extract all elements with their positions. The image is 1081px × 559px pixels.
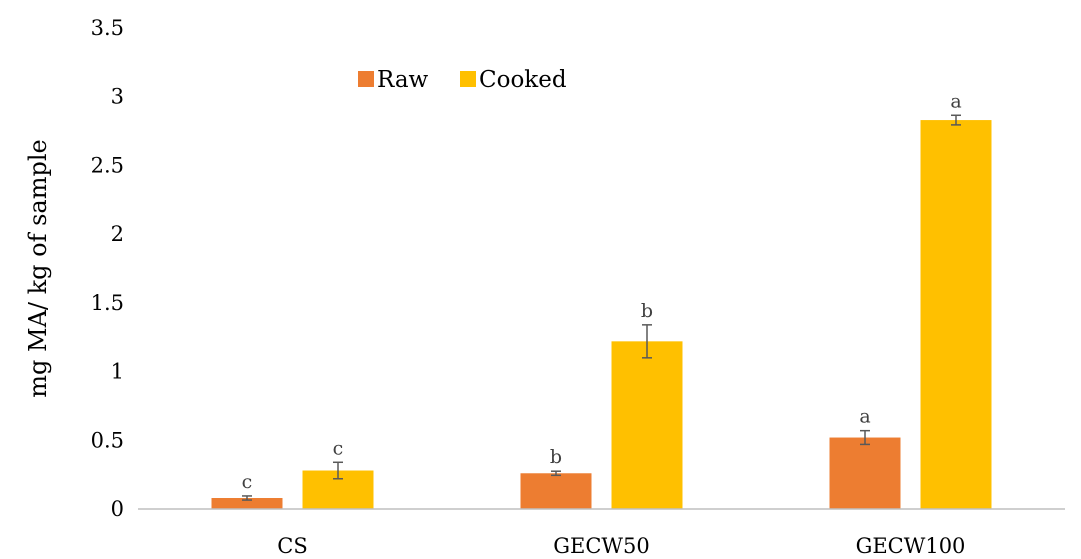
error-bar [242,495,252,501]
x-tick-label: CS [277,534,307,558]
y-axis-title: mg MA/ kg of sample [24,139,52,398]
error-bar [333,461,343,480]
significance-label: b [550,446,562,468]
y-tick-label: 2 [111,222,124,246]
legend-swatch [358,71,374,87]
significance-label: a [859,406,870,428]
y-tick-label: 0.5 [91,428,124,452]
error-bar [860,429,870,446]
y-tick-label: 3 [111,85,124,109]
legend-label: Raw [377,67,429,93]
y-tick-label: 2.5 [91,153,124,177]
legend: Raw Cooked [358,67,567,93]
significance-labels: c c b b a a [242,90,962,493]
x-tick-label: GECW100 [856,534,966,558]
bar-raw-gecw100 [829,437,901,509]
bar-raw-cs [211,498,283,509]
error-bars [242,114,961,501]
y-tick-label: 1 [111,360,124,384]
significance-label: c [333,437,344,459]
legend-label: Cooked [479,67,567,93]
bar-raw-gecw50 [520,473,592,509]
y-tick-label: 1.5 [91,291,124,315]
bar-cooked-gecw100 [920,120,992,509]
significance-label: a [950,90,961,112]
y-tick-label: 3.5 [91,16,124,40]
x-tick-label: GECW50 [553,534,649,558]
y-tick-label: 0 [111,497,124,521]
legend-item-cooked: Cooked [460,67,567,93]
y-axis-ticks: 0 0.5 1 1.5 2 2.5 3 3.5 [91,16,124,521]
error-bar [951,114,961,126]
bars [211,120,992,509]
legend-swatch [460,71,476,87]
significance-label: c [242,471,253,493]
bar-cooked-gecw50 [611,341,683,509]
significance-label: b [641,300,653,322]
error-bar [551,470,561,477]
x-axis-ticks: CS GECW50 GECW100 [277,534,965,558]
error-bar [642,324,652,359]
legend-item-raw: Raw [358,67,429,93]
